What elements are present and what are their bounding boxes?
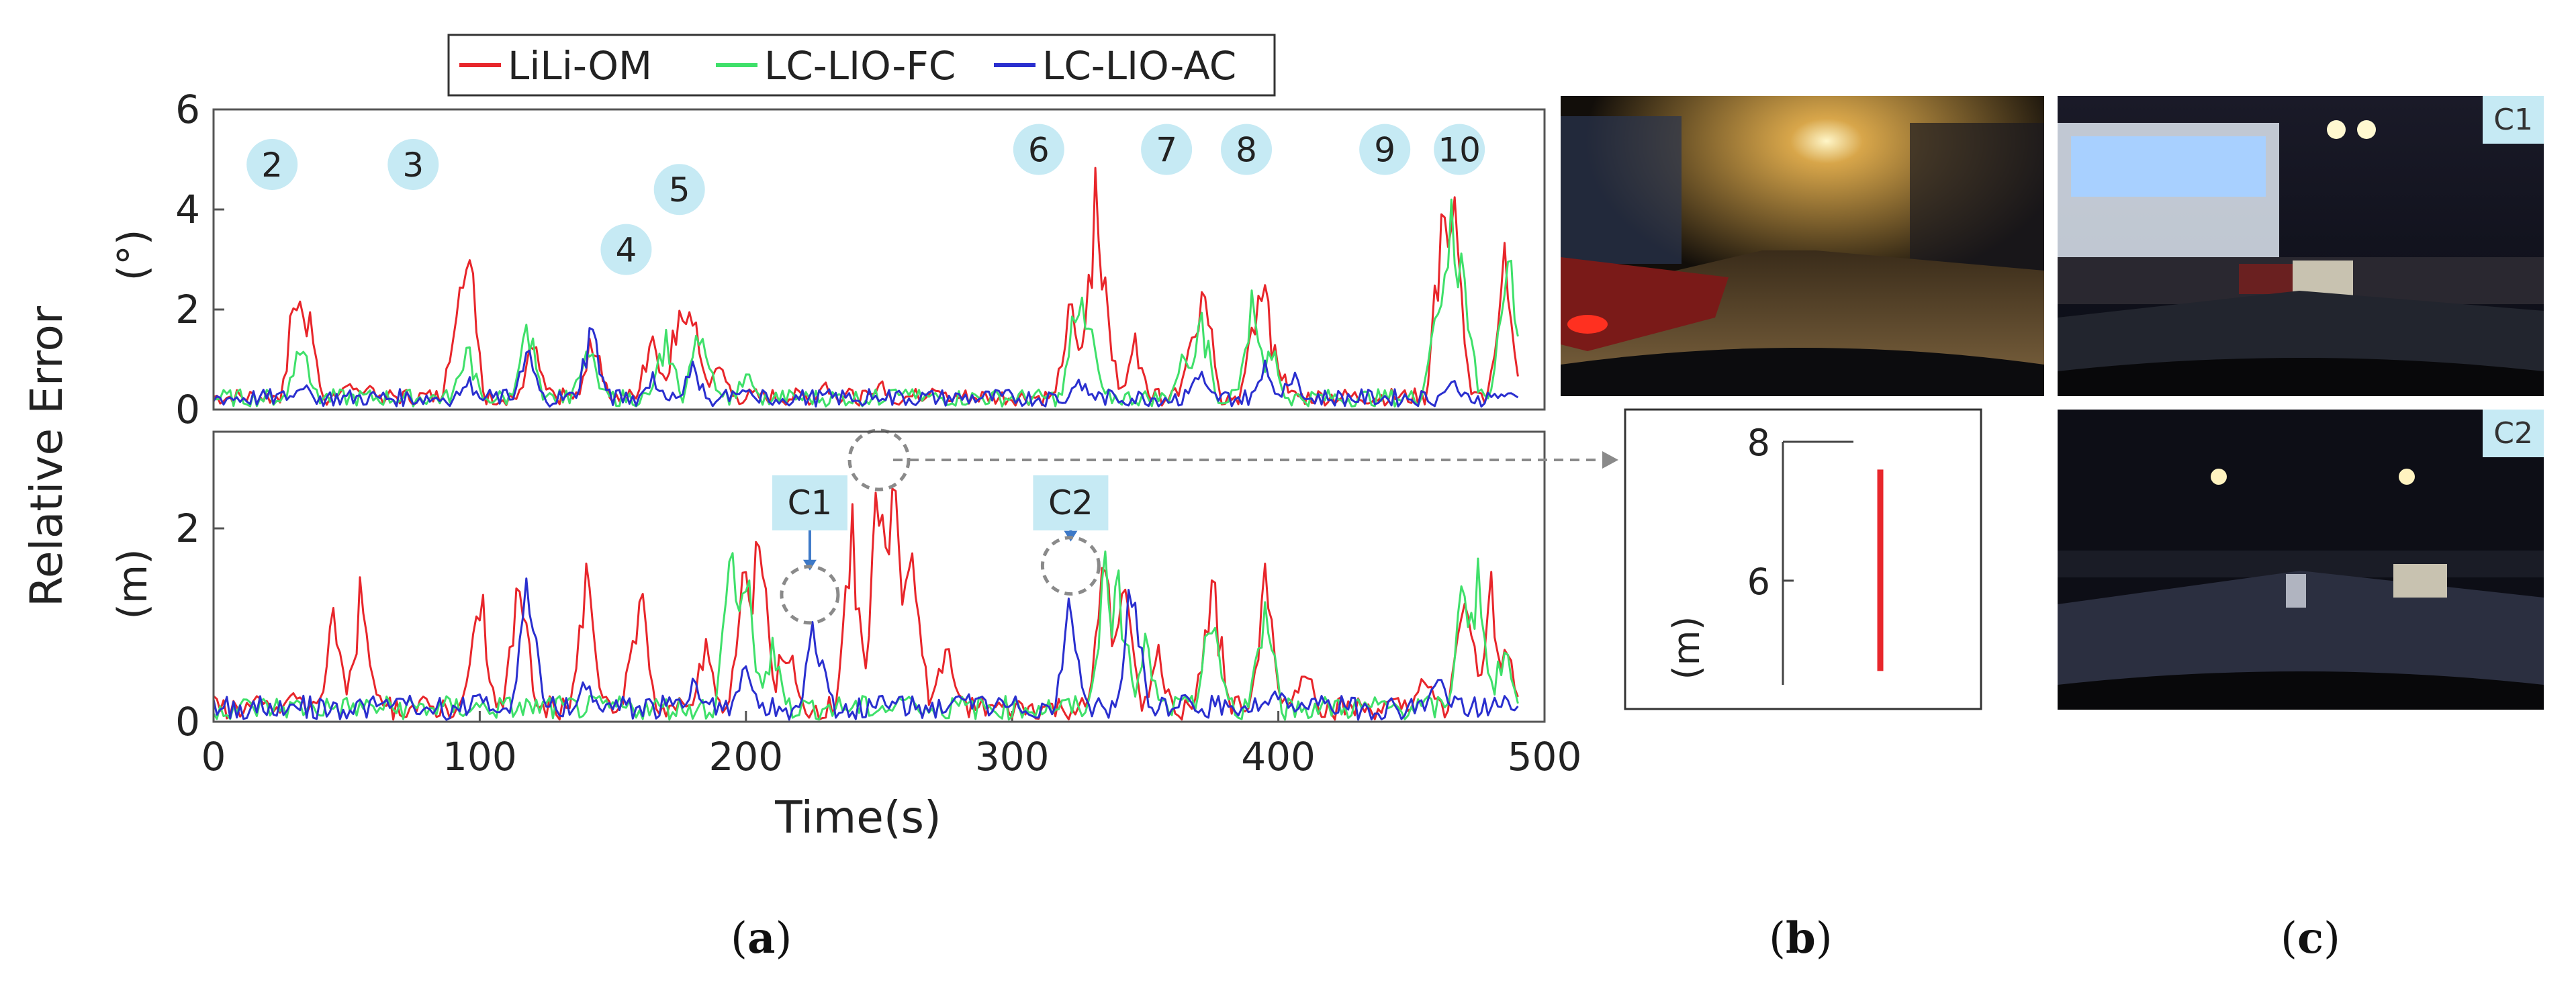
top-series-lili-om [213, 167, 1519, 407]
zoom-yticks: 68 [1747, 422, 1794, 603]
event-bubble-label-3: 3 [402, 146, 424, 185]
event-bubble-5 [653, 164, 705, 216]
top-series [212, 167, 1519, 408]
legend: LiLi-OM LC-LIO-FC LC-LIO-AC [447, 34, 1276, 97]
zoom-ytick-label: 6 [1747, 561, 1770, 603]
event-bubble-3 [387, 138, 439, 190]
callout-circle-C2 [1040, 536, 1101, 596]
bot-xtick-label: 100 [443, 734, 517, 779]
event-bubble-label-5: 5 [669, 171, 690, 209]
zoom-ytick-label: 8 [1747, 422, 1770, 464]
bottom-xlabel: Time(s) [774, 792, 941, 843]
zoom-ylabel: (m) [1665, 616, 1708, 680]
bottom-ylabel: (m) [109, 549, 156, 619]
photo-c2-street: C2 [2058, 410, 2544, 710]
panel-label-c: (c) [2281, 913, 2340, 963]
top-ytick-label: 4 [175, 187, 200, 232]
callout-box-C1 [772, 475, 847, 530]
event-bubble-9 [1359, 124, 1411, 175]
legend-label-lc-lio-fc: LC-LIO-FC [764, 43, 956, 89]
legend-label-lc-lio-ac: LC-LIO-AC [1042, 43, 1236, 89]
event-bubble-label-4: 4 [616, 231, 637, 270]
panel-label-a: (a) [731, 913, 792, 963]
top-ytick-label: 0 [175, 387, 200, 432]
bot-xtick-label: 300 [975, 734, 1050, 779]
bot-series-lili-om [213, 487, 1519, 721]
callout-circle-C1 [780, 565, 840, 625]
shared-ylabel: Relative Error [21, 305, 73, 607]
event-bubble-4 [600, 224, 652, 275]
event-bubble-6 [1013, 124, 1064, 175]
bottom-axes-frame [212, 430, 1546, 723]
spike-highlight-circle [847, 428, 911, 491]
zoom-inset: 68 (m) [1624, 408, 1982, 710]
bot-xtick-label: 200 [708, 734, 783, 779]
bot-xtick-label: 500 [1508, 734, 1582, 779]
event-bubble-label-9: 9 [1374, 131, 1395, 170]
photo-b-street [1561, 96, 2044, 396]
zoom-inset-frame [1624, 408, 1982, 710]
event-bubble-10 [1434, 124, 1485, 175]
zoom-connector-arrowhead [1602, 451, 1618, 469]
event-bubble-8 [1221, 124, 1273, 175]
event-bubble-label-6: 6 [1028, 131, 1050, 170]
bottom-ticks: 0 2 0 100 200 300 400 500 [175, 506, 1581, 779]
top-axes-frame [212, 108, 1546, 411]
event-bubble-label-2: 2 [261, 146, 283, 185]
top-series-lc-lio-ac [212, 327, 1519, 408]
bot-xtick-label: 0 [201, 734, 226, 779]
photo-c1-label: C1 [2483, 96, 2544, 144]
top-yticks: 0 2 4 6 [175, 87, 224, 432]
event-bubble-label-10: 10 [1438, 131, 1481, 170]
photo-c2-label: C2 [2483, 410, 2544, 457]
callout-box-C2 [1033, 475, 1109, 530]
top-ytick-label: 6 [175, 87, 200, 132]
top-ytick-label: 2 [175, 287, 200, 332]
photo-c1-street: C1 [2058, 96, 2544, 396]
bot-xtick-label: 400 [1241, 734, 1316, 779]
bottom-annotations: C1 C2 [772, 428, 1109, 625]
callout-label-C1: C1 [788, 483, 833, 522]
callout-label-C2: C2 [1048, 483, 1093, 522]
top-annotations: 2 3 45 6 7 8 9 10 [246, 124, 1485, 275]
legend-label-lili-om: LiLi-OM [508, 43, 652, 89]
event-bubble-label-8: 8 [1236, 131, 1257, 170]
bot-series-lc-lio-ac [212, 577, 1519, 721]
event-bubble-label-7: 7 [1156, 131, 1177, 170]
bottom-series [212, 487, 1519, 721]
top-ylabel: (°) [109, 230, 156, 281]
event-bubble-7 [1141, 124, 1193, 175]
bottom-plot: (m) 0 2 0 100 200 300 400 500 C1 C2 Time(s) [109, 428, 1581, 843]
bot-ytick-label: 0 [175, 699, 200, 745]
top-series-lc-lio-fc [213, 198, 1519, 408]
bot-series-lc-lio-fc [212, 550, 1519, 721]
panel-label-b: (b) [1769, 913, 1833, 963]
event-bubble-2 [246, 138, 298, 190]
bot-ytick-label: 2 [175, 506, 200, 551]
